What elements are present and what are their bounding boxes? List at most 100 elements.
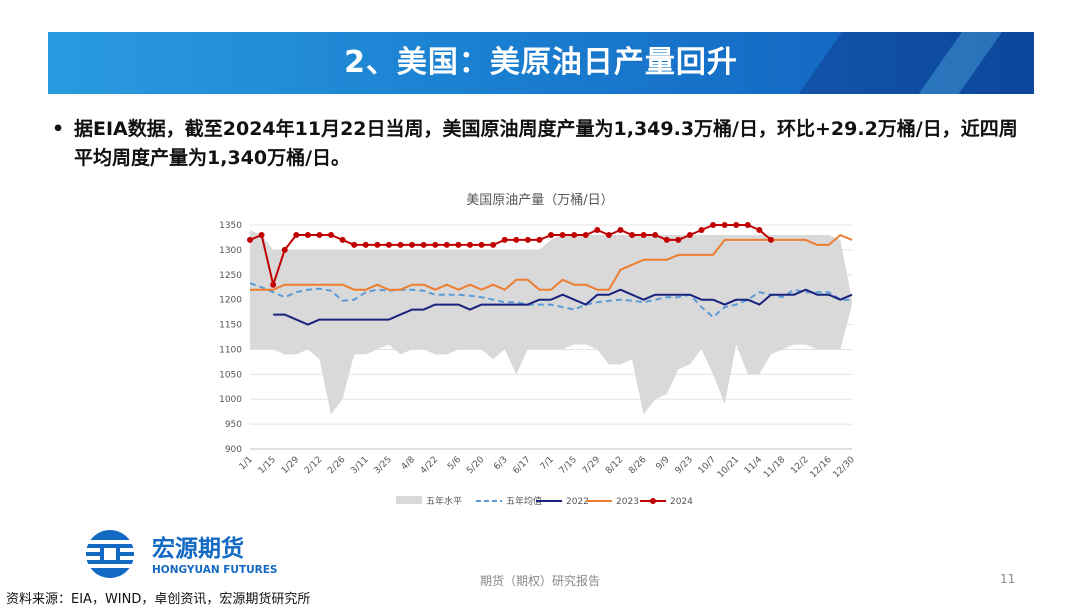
series-point-2024 [466, 241, 473, 248]
x-tick-label: 9/23 [674, 455, 695, 476]
y-tick-label: 1300 [219, 246, 242, 256]
series-point-2024 [559, 231, 566, 238]
x-tick-label: 3/11 [349, 455, 370, 476]
series-point-2024 [548, 231, 554, 238]
x-tick-label: 4/22 [419, 455, 440, 476]
x-tick-label: 6/17 [511, 455, 532, 476]
series-line-2023 [250, 234, 853, 291]
series-point-2024 [247, 236, 253, 243]
x-tick-label: 1/1 [238, 455, 255, 472]
summary-bullet: • 据EIA数据，截至2024年11月22日当周，美国原油周度产量为1,349.… [52, 115, 1032, 173]
footer-label: 期货（期权）研究报告 [479, 574, 600, 588]
series-point-2024 [420, 241, 427, 248]
y-tick-label: 1100 [219, 345, 242, 355]
legend-layer: 五年水平 五年均值 2022 2023 2024 [396, 495, 693, 507]
brand-name: 宏源期货 [152, 535, 244, 562]
x-tick-label: 1/15 [257, 455, 278, 476]
x-tick-label: 7/29 [581, 455, 603, 477]
series-point-2024 [328, 231, 335, 238]
series-point-2024 [605, 231, 612, 238]
y-tick-label: 1000 [219, 395, 242, 405]
x-tick-label: 2/26 [326, 455, 348, 477]
series-point-2024 [293, 231, 300, 238]
series-point-2024 [663, 236, 670, 243]
y-tick-label: 1200 [219, 296, 242, 306]
x-tick-label: 11/18 [762, 455, 788, 481]
x-tick-label: 2/12 [303, 455, 324, 476]
y-tick-label: 1250 [219, 271, 242, 281]
series-point-2024 [675, 236, 682, 243]
series-point-2024 [756, 226, 763, 233]
series-point-2024 [733, 222, 740, 228]
series-point-2024 [686, 231, 693, 238]
x-tick-label: 8/12 [604, 455, 625, 476]
legend-swatch [396, 496, 422, 504]
x-tick-label: 12/30 [832, 455, 858, 481]
series-point-2024 [374, 241, 381, 248]
series-point-2024 [443, 241, 450, 248]
x-tick-label: 8/26 [627, 455, 649, 477]
x-tick-label: 5/6 [446, 455, 464, 473]
x-tick-label: 4/8 [400, 455, 418, 473]
series-point-2024 [617, 226, 624, 233]
x-tick-label: 12/16 [808, 455, 834, 481]
series-point-2024 [594, 226, 601, 233]
series-point-2024 [339, 236, 346, 243]
x-tick-label: 3/25 [373, 455, 394, 476]
series-point-2024 [536, 236, 543, 243]
series-point-2024 [629, 231, 636, 238]
series-point-2024 [316, 231, 323, 238]
series-point-2024 [432, 241, 439, 248]
x-tick-label: 7/15 [558, 455, 579, 476]
chart-title: 美国原油产量（万桶/日） [466, 193, 614, 208]
series-point-2024 [513, 236, 520, 243]
series-point-2024 [397, 241, 404, 248]
y-tick-label: 1150 [219, 321, 242, 331]
source-note: 资料来源：EIA，WIND，卓创资讯，宏源期货研究所 [6, 592, 311, 607]
series-point-2024 [409, 241, 416, 248]
logo-emblem-icon [78, 530, 142, 578]
x-tick-label: 5/20 [465, 455, 487, 477]
five-year-range-band [250, 230, 852, 415]
title-banner: 2、美国：美原油日产量回升 [48, 32, 1034, 94]
y-tick-label: 1350 [219, 221, 242, 231]
legend-marker [650, 498, 656, 504]
bullet-marker: • [52, 118, 65, 140]
series-line-2022 [273, 288, 853, 326]
series-point-2024 [640, 231, 647, 238]
company-logo: 宏源期货 HONGYUAN FUTURES [78, 530, 277, 578]
series-point-2024 [652, 231, 659, 238]
y-tick-label: 1050 [219, 370, 242, 380]
x-tick-label: 1/29 [280, 455, 302, 477]
series-point-2024 [362, 241, 369, 248]
series-point-2024 [710, 222, 717, 228]
series-point-2024 [721, 222, 728, 228]
series-layer [247, 222, 853, 326]
series-point-2024 [304, 231, 311, 238]
series-point-2024 [744, 222, 751, 228]
series-point-2024 [258, 231, 265, 238]
series-point-2024 [351, 241, 358, 248]
series-point-2024 [478, 241, 485, 248]
x-tick-label: 6/3 [492, 455, 509, 472]
series-point-2024 [582, 231, 589, 238]
page-number: 11 [1000, 572, 1016, 586]
legend-label: 五年水平 [426, 495, 462, 507]
summary-text: 据EIA数据，截至2024年11月22日当周，美国原油周度产量为1,349.3万… [74, 118, 1018, 169]
band-layer [250, 230, 852, 415]
legend-label: 2022 [566, 497, 589, 507]
y-tick-label: 950 [225, 420, 242, 430]
x-tick-label: 9/9 [654, 455, 672, 473]
y-tick-label: 900 [225, 445, 242, 455]
page-title: 2、美国：美原油日产量回升 [344, 45, 738, 80]
series-point-2024 [571, 231, 578, 238]
series-line-五年均值 [249, 282, 852, 319]
brand-name-en: HONGYUAN FUTURES [152, 564, 277, 576]
production-chart: 900 950 1000 1050 1100 1150 1200 1250 1300 1350 1/… [219, 221, 858, 507]
legend-label: 2023 [616, 497, 639, 507]
series-point-2024 [698, 226, 705, 233]
legend-label: 2024 [670, 497, 693, 507]
series-point-2024 [455, 241, 462, 248]
series-point-2024 [270, 281, 277, 288]
series-point-2024 [524, 236, 531, 243]
